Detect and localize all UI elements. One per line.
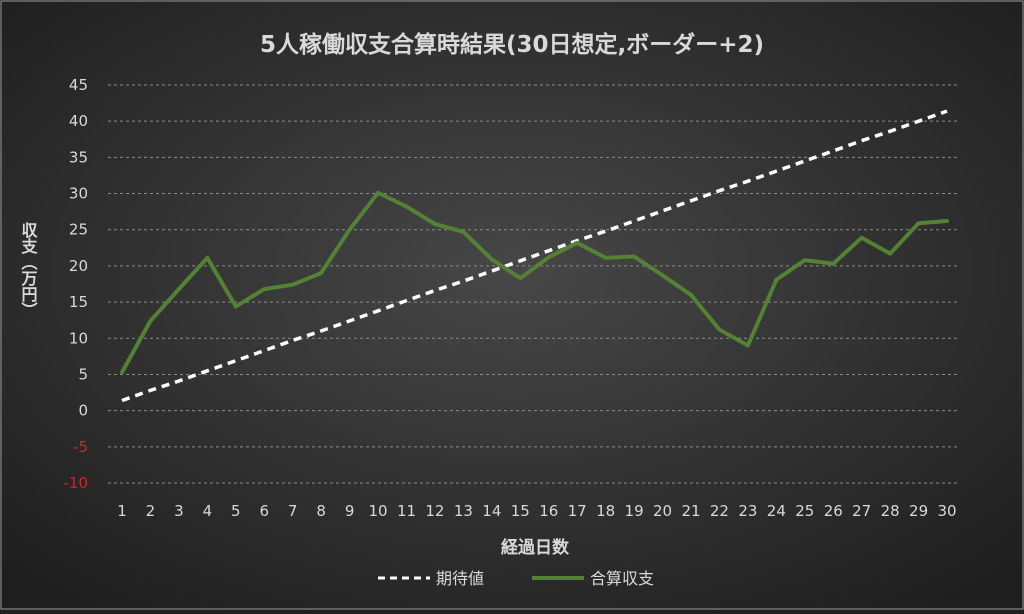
- y-tick-label: 25: [69, 221, 88, 239]
- y-tick-label: 10: [69, 329, 88, 347]
- x-tick-label: 13: [454, 502, 473, 520]
- x-tick-label: 18: [596, 502, 615, 520]
- x-tick-label: 3: [174, 502, 184, 520]
- y-axis-label: 収支（万円）: [19, 222, 39, 318]
- y-tick-label: 35: [69, 148, 88, 166]
- series-line-combined: [120, 190, 949, 375]
- x-tick-label: 8: [316, 502, 326, 520]
- x-tick-label: 25: [795, 502, 814, 520]
- x-tick-label: 29: [909, 502, 928, 520]
- x-tick-label: 19: [625, 502, 644, 520]
- x-axis-label: 経過日数: [501, 537, 570, 558]
- x-tick-label: 4: [203, 502, 213, 520]
- y-axis-ticks: -10 -5 0 5 10 15 20 25 30 35 40 45: [64, 76, 89, 492]
- y-tick-label: 45: [69, 76, 88, 94]
- legend-label-combined: 合算収支: [590, 569, 654, 588]
- x-tick-label: 9: [345, 502, 355, 520]
- x-tick-label: 2: [146, 502, 156, 520]
- x-tick-label: 23: [738, 502, 757, 520]
- series-line-expected: [121, 109, 948, 403]
- x-tick-label: 1: [117, 502, 127, 520]
- series-lines: [120, 109, 949, 403]
- x-axis-ticks: 1 2 3 4 5 6 7 8 9 10 11 12 13 14 15 16 17 18 19 20 21 22 23 24 2…: [117, 502, 956, 520]
- x-tick-label: 11: [397, 502, 416, 520]
- y-tick-label: -5: [73, 438, 88, 456]
- legend-label-expected: 期待値: [436, 569, 484, 588]
- x-tick-label: 12: [425, 502, 444, 520]
- x-tick-label: 30: [938, 502, 957, 520]
- x-tick-label: 22: [710, 502, 729, 520]
- x-tick-label: 7: [288, 502, 298, 520]
- x-tick-label: 24: [767, 502, 786, 520]
- chart-title: 5人稼働収支合算時結果(30日想定,ボーダー+2): [260, 31, 764, 58]
- x-tick-label: 16: [539, 502, 558, 520]
- x-tick-label: 14: [482, 502, 501, 520]
- x-tick-label: 10: [369, 502, 388, 520]
- x-tick-label: 26: [824, 502, 843, 520]
- y-tick-label: 40: [69, 112, 88, 130]
- x-tick-label: 21: [681, 502, 700, 520]
- x-tick-label: 15: [511, 502, 530, 520]
- y-tick-label: 5: [78, 365, 88, 383]
- x-tick-label: 28: [881, 502, 900, 520]
- x-tick-label: 27: [852, 502, 871, 520]
- y-tick-label: 30: [69, 185, 88, 203]
- y-tick-label: 20: [69, 257, 88, 275]
- x-tick-label: 6: [259, 502, 269, 520]
- x-tick-label: 17: [568, 502, 587, 520]
- legend: 期待値 合算収支: [378, 569, 654, 588]
- y-tick-label: -10: [64, 474, 89, 492]
- y-tick-label: 15: [69, 293, 88, 311]
- x-tick-label: 5: [231, 502, 241, 520]
- x-tick-label: 20: [653, 502, 672, 520]
- y-tick-label: 0: [78, 402, 88, 420]
